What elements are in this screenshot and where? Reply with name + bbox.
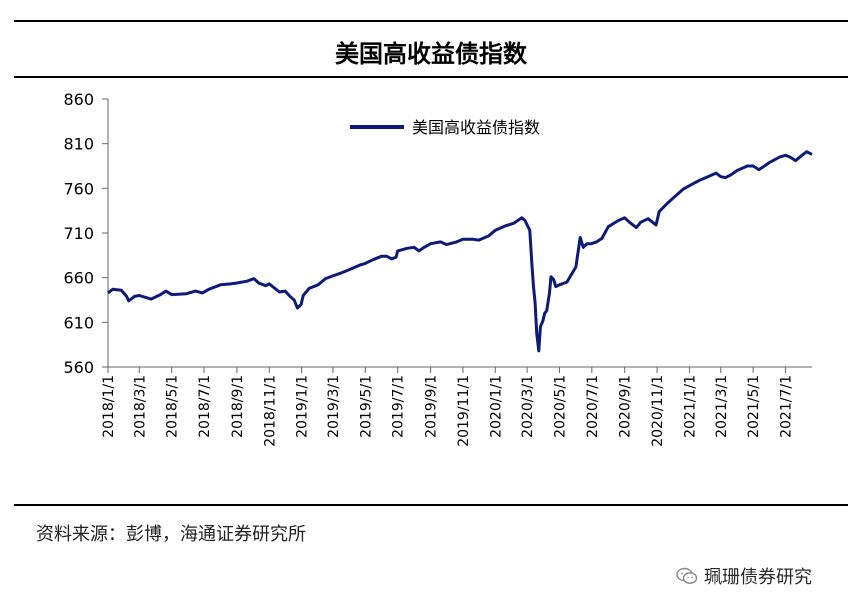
x-tick-label: 2018/9/1 — [230, 375, 246, 438]
x-tick-label: 2018/3/1 — [132, 375, 148, 438]
x-tick-label: 2020/7/1 — [585, 375, 601, 438]
x-tick-label: 2019/9/1 — [424, 375, 440, 438]
wechat-icon — [676, 567, 698, 585]
chart: 560 610 660 710 760 810 860 2018/1/1 2018/3/1 201… — [0, 80, 863, 480]
watermark: 珮珊债券研究 — [676, 563, 812, 589]
legend-label: 美国高收益债指数 — [412, 118, 540, 137]
y-tick-label: 660 — [63, 269, 94, 288]
x-tick-label: 2020/11/1 — [650, 375, 666, 447]
watermark-text: 珮珊债券研究 — [704, 563, 812, 589]
x-tick-label: 2021/1/1 — [682, 375, 698, 438]
y-tick-label: 710 — [63, 224, 94, 243]
x-tick-label: 2019/11/1 — [456, 375, 472, 447]
x-tick-label: 2020/3/1 — [520, 375, 536, 438]
y-tick-label: 610 — [63, 313, 94, 332]
x-tick-label: 2018/5/1 — [165, 375, 181, 438]
y-tick-label: 860 — [63, 90, 94, 109]
x-tick-label: 2018/1/1 — [101, 375, 117, 438]
y-tick-label: 810 — [63, 135, 94, 154]
x-tick-label: 2019/1/1 — [295, 375, 311, 438]
y-tick-label: 760 — [63, 179, 94, 198]
x-tick-label: 2019/7/1 — [391, 375, 407, 438]
x-tick-label: 2021/5/1 — [746, 375, 762, 438]
x-tick-label: 2020/1/1 — [488, 375, 504, 438]
y-tick-label: 560 — [63, 358, 94, 377]
x-tick-label: 2021/7/1 — [778, 375, 794, 438]
series-line — [108, 152, 812, 351]
x-tick-label: 2018/11/1 — [262, 375, 278, 447]
title-bar: 美国高收益债指数 — [14, 20, 848, 78]
x-tick-label: 2019/5/1 — [358, 375, 374, 438]
x-tick-label: 2018/7/1 — [197, 375, 213, 438]
x-tick-label: 2021/3/1 — [714, 375, 730, 438]
x-tick-label: 2020/5/1 — [552, 375, 568, 438]
x-tick-label: 2020/9/1 — [618, 375, 634, 438]
source-note: 资料来源：彭博，海通证券研究所 — [36, 520, 306, 546]
chart-title: 美国高收益债指数 — [14, 34, 848, 69]
divider — [14, 504, 848, 506]
x-tick-label: 2019/3/1 — [326, 375, 342, 438]
